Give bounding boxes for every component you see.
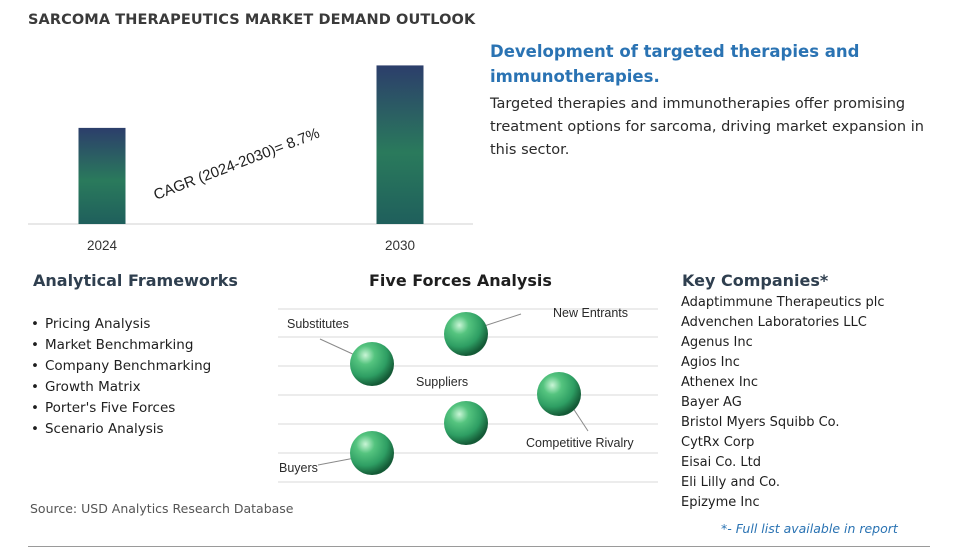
list-item: Company Benchmarking	[31, 356, 211, 377]
list-item: Scenario Analysis	[31, 419, 211, 440]
bar-chart: 2024 2030 CAGR (2024-2030)= 8.7%	[28, 65, 473, 253]
list-item: Pricing Analysis	[31, 314, 211, 335]
new-entrants-sphere-icon	[444, 312, 488, 356]
buyers-label: Buyers	[279, 461, 318, 475]
list-item: Eisai Co. Ltd	[681, 455, 761, 470]
competitive-rivalry-sphere-icon	[537, 372, 581, 416]
highlight-title: Development of targeted therapies and im…	[490, 42, 860, 86]
buyers-sphere-icon	[350, 431, 394, 475]
full-list-note: *- Full list available in report	[721, 521, 898, 536]
suppliers-sphere-icon	[444, 401, 488, 445]
substitutes-sphere-icon	[350, 342, 394, 386]
list-item: Bayer AG	[681, 395, 742, 410]
list-item: Growth Matrix	[31, 377, 211, 398]
new-entrants-label: New Entrants	[553, 306, 628, 320]
list-item: Epizyme Inc	[681, 495, 760, 510]
page-title: SARCOMA THERAPEUTICS MARKET DEMAND OUTLO…	[28, 12, 476, 28]
highlight-description: Targeted therapies and immunotherapies o…	[490, 96, 924, 158]
list-item: Athenex Inc	[681, 375, 759, 390]
list-item: Agios Inc	[681, 355, 740, 370]
list-item: Porter's Five Forces	[31, 398, 211, 419]
key-companies-title: Key Companies*	[682, 271, 829, 290]
x-tick-label: 2030	[385, 238, 415, 253]
list-item: Market Benchmarking	[31, 335, 211, 356]
list-item: Eli Lilly and Co.	[681, 475, 780, 490]
list-item: Agenus Inc	[681, 335, 753, 350]
bar-2030	[376, 65, 424, 225]
five-forces-title: Five Forces Analysis	[369, 271, 552, 290]
bar-2024	[78, 127, 126, 224]
x-tick-label: 2024	[87, 238, 118, 253]
list-item: Advenchen Laboratories LLC	[681, 315, 867, 330]
list-item: CytRx Corp	[681, 435, 755, 450]
analytical-frameworks-title: Analytical Frameworks	[33, 271, 238, 290]
suppliers-label: Suppliers	[416, 375, 468, 389]
list-item: Adaptimmune Therapeutics plc	[681, 295, 885, 310]
source-note: Source: USD Analytics Research Database	[30, 501, 294, 516]
competitive-rivalry-label: Competitive Rivalry	[526, 436, 634, 450]
analytical-frameworks-list: Pricing Analysis Market Benchmarking Com…	[31, 314, 211, 440]
substitutes-label: Substitutes	[287, 317, 349, 331]
key-companies-list: Adaptimmune Therapeutics plc Advenchen L…	[681, 293, 885, 513]
bottom-divider	[28, 546, 930, 547]
list-item: Bristol Myers Squibb Co.	[681, 415, 840, 430]
